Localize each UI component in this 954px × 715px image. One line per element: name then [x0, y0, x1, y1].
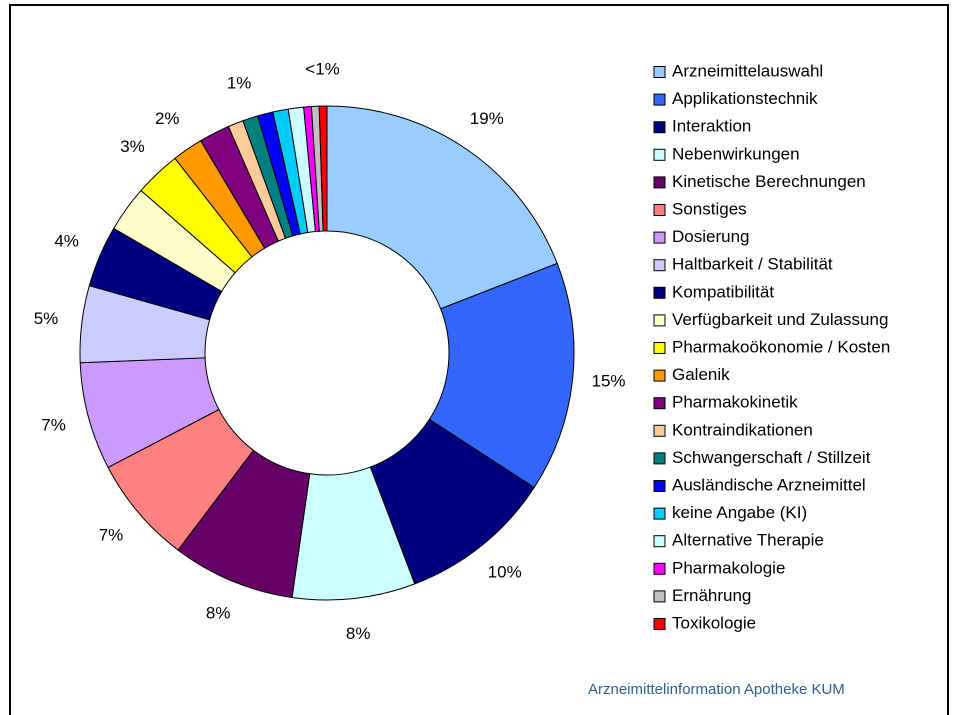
legend-label: Schwangerschaft / Stillzeit [672, 448, 871, 467]
legend-label: Applikationstechnik [672, 89, 818, 108]
legend-swatch [653, 204, 666, 216]
legend-label: Nebenwirkungen [672, 144, 800, 163]
legend-swatch [653, 93, 666, 106]
slice [428, 262, 575, 489]
data-label: <1% [305, 60, 340, 79]
legend-swatch [653, 121, 666, 134]
legend-swatch [653, 452, 666, 465]
data-label: 19% [470, 109, 504, 128]
legend-swatch [653, 176, 666, 189]
legend-label: Verfügbarkeit und Zulassung [672, 310, 888, 329]
legend-swatch [653, 231, 666, 244]
legend-label: Kinetische Berechnungen [672, 172, 866, 191]
legend-label: Toxikologie [672, 613, 756, 632]
legend-label: Sonstiges [672, 199, 747, 218]
slice [326, 105, 558, 310]
data-label: 2% [155, 109, 180, 128]
data-label: 8% [346, 624, 371, 643]
data-label: 3% [120, 137, 145, 156]
legend-label: Haltbarkeit / Stabilität [672, 255, 833, 274]
data-label: 7% [99, 525, 124, 544]
legend-swatch [653, 562, 666, 575]
legend-label: Pharmakokinetik [672, 393, 798, 412]
legend-swatch [653, 342, 666, 354]
legend-swatch [653, 148, 666, 161]
legend-swatch [653, 507, 666, 520]
legend-swatch [653, 590, 666, 603]
legend-label: Dosierung [672, 227, 750, 246]
data-label: 10% [488, 563, 522, 582]
legend-label: Kompatibilität [672, 282, 774, 301]
legend-label: keine Angabe (KI) [672, 503, 807, 522]
legend-swatch [653, 369, 666, 382]
legend-label: Pharmakoökonomie / Kosten [672, 337, 890, 356]
source-note: Arzneimittelinformation Apotheke KUM [588, 681, 845, 698]
legend-swatch [653, 618, 666, 630]
legend-swatch [653, 397, 666, 410]
legend-label: Interaktion [672, 117, 751, 136]
legend-swatch [653, 314, 666, 327]
legend-label: Alternative Therapie [672, 531, 824, 550]
legend-label: Pharmakologie [672, 558, 785, 577]
legend-swatch [653, 286, 666, 299]
legend-label: Ausländische Arzneimittel [672, 475, 866, 494]
legend-label: Galenik [672, 365, 730, 384]
legend-swatch [653, 66, 666, 78]
data-label: 15% [591, 371, 625, 390]
legend-label: Kontraindikationen [672, 420, 813, 439]
data-label: 8% [206, 604, 231, 623]
data-label: 7% [41, 415, 66, 434]
data-label: 5% [34, 309, 59, 328]
frame [9, 4, 949, 715]
legend-swatch [653, 424, 666, 437]
legend-swatch [653, 480, 666, 492]
legend-label: Arzneimittelauswahl [672, 61, 823, 80]
data-label: 4% [54, 232, 79, 251]
legend-label: Ernährung [672, 586, 751, 605]
data-label: 1% [227, 73, 252, 92]
slice [318, 105, 328, 232]
legend-swatch [653, 259, 666, 272]
legend-swatch [653, 535, 666, 548]
